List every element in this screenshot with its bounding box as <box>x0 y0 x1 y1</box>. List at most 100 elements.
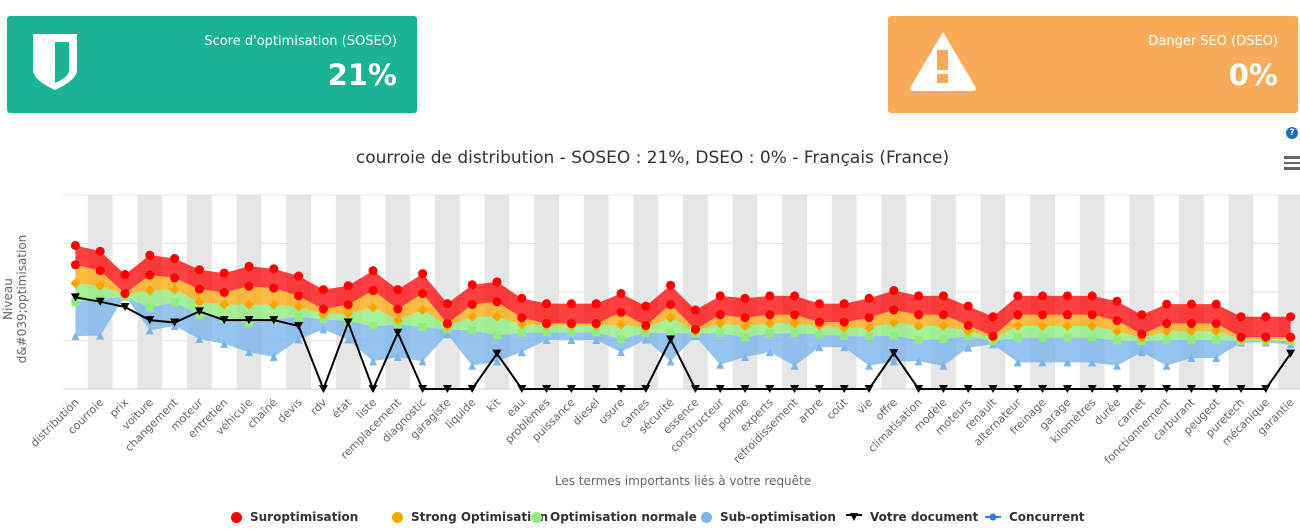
suroptimisation-high-point <box>1112 296 1122 306</box>
legend-item-suroptimisation[interactable]: Suroptimisation <box>231 510 358 524</box>
suroptimisation-high-point <box>715 291 725 301</box>
sub-optimisation-point <box>939 361 948 370</box>
suroptimisation-low-point <box>1087 310 1097 320</box>
suroptimisation-low-point <box>591 319 601 329</box>
x-tick-label: arbre <box>796 396 826 426</box>
votre-document-point <box>492 349 502 358</box>
optimisation-normale-point <box>517 328 526 337</box>
sub-optimisation-point <box>96 331 105 340</box>
warning-icon <box>910 32 976 91</box>
suroptimisation-low-point <box>269 283 279 293</box>
sub-optimisation-point <box>641 335 650 344</box>
legend-item-concurrent[interactable]: Concurrent <box>985 510 1085 524</box>
votre-document-point <box>517 385 527 393</box>
sub-optimisation-point <box>145 326 154 335</box>
optimisation-normale-point <box>790 329 799 338</box>
votre-document-point <box>839 385 849 393</box>
votre-document-point <box>914 385 924 393</box>
sub-optimisation-point <box>964 343 973 352</box>
suroptimisation-low-point <box>914 310 924 320</box>
suroptimisation-high-point <box>839 299 849 309</box>
votre-document-point <box>1013 385 1023 393</box>
legend-item-normale[interactable]: Optimisation normale <box>531 510 697 524</box>
suroptimisation-low-point <box>120 288 130 298</box>
votre-document-point <box>1038 385 1048 393</box>
chart-legend: Suroptimisation Strong Optimisation Opti… <box>0 510 1300 528</box>
suroptimisation-high-point <box>914 291 924 301</box>
question-circle-icon[interactable]: ? <box>1286 127 1298 139</box>
legend-label: Votre document <box>870 510 979 524</box>
strong-optimisation-point <box>467 311 478 322</box>
suroptimisation-high-point <box>566 299 576 309</box>
suroptimisation-low-point <box>1062 310 1072 320</box>
suroptimisation-low-point <box>988 331 998 341</box>
votre-document-point <box>120 303 130 312</box>
suroptimisation-low-point <box>194 284 204 294</box>
votre-document-point <box>690 385 700 393</box>
suroptimisation-high-point <box>591 299 601 309</box>
hamburger-menu-icon[interactable] <box>1284 156 1300 173</box>
suroptimisation-high-point <box>938 291 948 301</box>
sub-optimisation-point <box>1038 358 1047 367</box>
sub-optimisation-point <box>443 330 452 339</box>
orange-dot-icon <box>392 511 403 523</box>
sub-optimisation-point <box>666 357 675 366</box>
band-optimisation-normale <box>75 283 1291 341</box>
optimisation-normale-point <box>170 298 179 307</box>
sub-optimisation-point <box>393 352 402 361</box>
red-dot-icon <box>231 511 242 523</box>
optimisation-normale-point <box>369 321 377 330</box>
x-tick-label: état <box>329 395 354 420</box>
sub-optimisation-point <box>468 361 477 370</box>
dseo-danger-card: Danger SEO (DSEO) 0% <box>888 16 1298 113</box>
strong-optimisation-point <box>169 284 180 295</box>
votre-document-point <box>988 385 998 393</box>
suroptimisation-low-point <box>1186 319 1196 329</box>
suroptimisation-low-point <box>542 319 552 329</box>
sub-optimisation-point <box>344 335 353 344</box>
sub-optimisation-point <box>517 348 526 357</box>
suroptimisation-low-point <box>418 288 428 298</box>
strong-optimisation-point <box>492 311 502 322</box>
suroptimisation-high-point <box>393 285 403 295</box>
sub-optimisation-point <box>1162 361 1171 370</box>
votre-document-point <box>95 297 105 306</box>
suroptimisation-high-point <box>170 254 180 264</box>
optimisation-normale-point <box>939 335 948 344</box>
soseo-label: Score d'optimisation (SOSEO) <box>204 34 397 49</box>
votre-document-point <box>318 385 328 393</box>
sub-optimisation-point <box>1187 353 1196 362</box>
suroptimisation-high-point <box>1211 299 1221 309</box>
suroptimisation-high-point <box>244 261 254 271</box>
votre-document-point <box>542 385 552 393</box>
strong-optimisation-point <box>1186 326 1197 337</box>
votre-document-point <box>70 293 80 302</box>
legend-item-strong[interactable]: Strong Optimisation <box>392 510 548 524</box>
x-tick-label: coût <box>824 395 851 422</box>
suroptimisation-low-point <box>715 310 725 320</box>
suroptimisation-high-point <box>690 305 700 315</box>
sub-optimisation-point <box>741 352 749 361</box>
strong-optimisation-point <box>665 312 676 323</box>
votre-document-point <box>1186 385 1196 393</box>
suroptimisation-low-point <box>1013 310 1023 320</box>
legend-item-document[interactable]: Votre document <box>846 510 978 524</box>
dseo-label: Danger SEO (DSEO) <box>1148 34 1278 49</box>
optimisation-normale-point <box>889 331 898 340</box>
suroptimisation-low-point <box>814 317 824 327</box>
votre-document-point <box>1137 385 1147 393</box>
votre-document-point <box>219 316 229 325</box>
votre-document-point <box>194 307 204 316</box>
suroptimisation-high-point <box>1038 291 1048 301</box>
votre-document-point <box>790 385 800 393</box>
optimisation-normale-point <box>865 332 873 341</box>
suroptimisation-low-point <box>641 320 651 330</box>
band-sub-optimisation <box>75 295 1291 366</box>
suroptimisation-high-point <box>1261 312 1271 322</box>
legend-item-sub[interactable]: Sub-optimisation <box>701 510 836 524</box>
line-dot-icon <box>985 513 1001 521</box>
strong-optimisation-point <box>1112 326 1122 337</box>
votre-document-point <box>145 316 155 325</box>
suroptimisation-low-point <box>864 313 874 323</box>
sub-optimisation-point <box>493 357 501 366</box>
